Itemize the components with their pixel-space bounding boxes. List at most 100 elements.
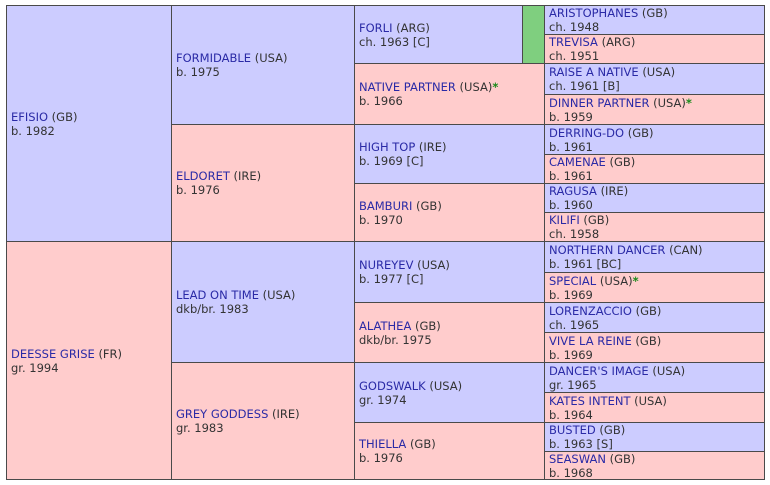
horse-link[interactable]: BAMBURI xyxy=(359,198,413,213)
country-code: (IRE) xyxy=(272,407,300,421)
horse-link[interactable]: LEAD ON TIME xyxy=(176,288,259,302)
pedigree-g4-cell: LORENZACCIO (GB) ch. 1965 xyxy=(544,302,765,333)
pedigree-g3-cell: FORLI (ARG) ch. 1963 [C] xyxy=(354,5,523,64)
horse-link[interactable]: KILIFI xyxy=(549,213,580,227)
horse-link[interactable]: DERRING-DO xyxy=(549,125,625,140)
country-code: (USA) xyxy=(417,258,450,272)
country-code: (GB) xyxy=(599,423,626,437)
horse-link[interactable]: ELDORET xyxy=(176,169,230,183)
horse-info: b. 1961 xyxy=(549,169,593,183)
country-code: (USA) xyxy=(652,363,686,378)
pedigree-g4-cell: SPECIAL (USA)* b. 1969 xyxy=(544,272,765,303)
pedigree-g2-cell: LEAD ON TIME (USA) dkb/br. 1983 xyxy=(171,241,355,363)
country-code: (GB) xyxy=(627,125,654,140)
horse-info: gr. 1994 xyxy=(11,360,59,375)
horse-link[interactable]: BUSTED xyxy=(549,423,596,437)
pedigree-g4-cell: VIVE LA REINE (GB) b. 1969 xyxy=(544,332,765,363)
country-code: (GB) xyxy=(416,198,442,213)
pedigree-g4-cell: KATES INTENT (USA) b. 1964 xyxy=(544,392,765,423)
pedigree-g4-cell: RAGUSA (IRE) b. 1960 xyxy=(544,183,765,213)
country-code: (ARG) xyxy=(396,20,430,35)
horse-info: b. 1961 xyxy=(549,139,593,154)
pedigree-dam: DEESSE GRISE (FR) gr. 1994 xyxy=(6,241,172,480)
horse-info: b. 1960 xyxy=(549,198,593,212)
horse-link[interactable]: NORTHERN DANCER xyxy=(549,243,666,257)
horse-info: b. 1970 xyxy=(359,212,403,227)
country-code: (USA) xyxy=(459,80,493,94)
horse-info: b. 1964 xyxy=(549,407,593,422)
horse-link[interactable]: FORMIDABLE xyxy=(176,51,252,65)
horse-link[interactable]: THIELLA xyxy=(359,437,407,451)
country-code: (FR) xyxy=(98,346,123,361)
horse-link[interactable]: ARISTOPHANES xyxy=(549,6,639,20)
horse-info: b. 1969 [C] xyxy=(359,154,424,168)
country-code: (USA) xyxy=(254,51,288,65)
pedigree-g4-cell: RAISE A NATIVE (USA) ch. 1961 [B] xyxy=(544,63,765,95)
pedigree-g4-cell: CAMENAE (GB) b. 1961 xyxy=(544,154,765,184)
horse-link[interactable]: FORLI xyxy=(359,20,393,35)
horse-info: b. 1961 [BC] xyxy=(549,257,622,271)
country-code: (GB) xyxy=(409,437,436,451)
horse-link[interactable]: LORENZACCIO xyxy=(549,303,632,318)
horse-info: ch. 1961 [B] xyxy=(549,79,620,93)
country-code: (USA) xyxy=(642,65,676,79)
horse-info: b. 1959 xyxy=(549,109,593,124)
horse-link[interactable]: EFISIO xyxy=(11,109,49,124)
horse-link[interactable]: CAMENAE xyxy=(549,155,606,169)
country-code: (GB) xyxy=(583,213,610,227)
horse-link[interactable]: TREVISA xyxy=(549,35,598,49)
country-code: (USA) xyxy=(429,378,463,393)
horse-link[interactable]: DINNER PARTNER xyxy=(549,95,650,110)
horse-link[interactable]: VIVE LA REINE xyxy=(549,333,632,348)
horse-link[interactable]: GODSWALK xyxy=(359,378,426,393)
horse-info: dkb/br. 1983 xyxy=(176,302,249,316)
pedigree-g3-cell: ALATHEA (GB) dkb/br. 1975 xyxy=(354,302,545,363)
horse-link[interactable]: SEASWAN xyxy=(549,451,606,466)
pedigree-g3-cell: GODSWALK (USA) gr. 1974 xyxy=(354,362,545,423)
horse-link[interactable]: RAISE A NATIVE xyxy=(549,65,639,79)
country-code: (ARG) xyxy=(601,35,636,49)
horse-info: b. 1969 xyxy=(549,287,593,302)
horse-link[interactable]: HIGH TOP xyxy=(359,140,416,154)
horse-info: ch. 1951 xyxy=(549,49,600,63)
country-code: (IRE) xyxy=(418,140,447,154)
horse-info: b. 1966 xyxy=(359,94,403,108)
horse-info: ch. 1948 xyxy=(549,20,600,34)
inbreeding-marker xyxy=(522,5,545,64)
pedigree-g3-cell: NUREYEV (USA) b. 1977 [C] xyxy=(354,241,545,303)
horse-info: ch. 1958 xyxy=(549,227,600,241)
horse-link[interactable]: NATIVE PARTNER xyxy=(359,80,456,94)
horse-link[interactable]: DEESSE GRISE xyxy=(11,346,95,361)
country-code: (GB) xyxy=(641,6,668,20)
pedigree-g4-cell: NORTHERN DANCER (CAN) b. 1961 [BC] xyxy=(544,241,765,273)
horse-info: b. 1968 xyxy=(549,465,593,480)
inbreeding-star: * xyxy=(492,80,499,94)
pedigree-g4-cell: DERRING-DO (GB) b. 1961 xyxy=(544,124,765,155)
horse-info: b. 1976 xyxy=(359,451,403,465)
horse-info: b. 1982 xyxy=(11,123,55,138)
horse-link[interactable]: GREY GODDESS xyxy=(176,407,269,421)
pedigree-g4-cell: BUSTED (GB) b. 1963 [S] xyxy=(544,422,765,452)
horse-info: dkb/br. 1975 xyxy=(359,332,432,347)
country-code: (USA) xyxy=(599,273,633,288)
pedigree-g4-cell: TREVISA (ARG) ch. 1951 xyxy=(544,34,765,64)
horse-link[interactable]: NUREYEV xyxy=(359,258,414,272)
country-code: (IRE) xyxy=(600,184,629,198)
horse-info: b. 1976 xyxy=(176,183,220,197)
pedigree-g4-cell: SEASWAN (GB) b. 1968 xyxy=(544,451,765,480)
country-code: (GB) xyxy=(609,451,636,466)
country-code: (GB) xyxy=(635,333,662,348)
horse-link[interactable]: ALATHEA xyxy=(359,318,412,333)
pedigree-g4-cell: KILIFI (GB) ch. 1958 xyxy=(544,212,765,242)
horse-info: gr. 1974 xyxy=(359,392,407,407)
horse-link[interactable]: KATES INTENT xyxy=(549,393,631,408)
horse-info: gr. 1965 xyxy=(549,377,597,392)
horse-link[interactable]: DANCER'S IMAGE xyxy=(549,363,649,378)
horse-info: ch. 1963 [C] xyxy=(359,34,430,49)
pedigree-g3-cell: THIELLA (GB) b. 1976 xyxy=(354,422,545,480)
country-code: (GB) xyxy=(51,109,78,124)
horse-link[interactable]: RAGUSA xyxy=(549,184,597,198)
country-code: (GB) xyxy=(609,155,636,169)
country-code: (GB) xyxy=(414,318,441,333)
horse-link[interactable]: SPECIAL xyxy=(549,273,597,288)
